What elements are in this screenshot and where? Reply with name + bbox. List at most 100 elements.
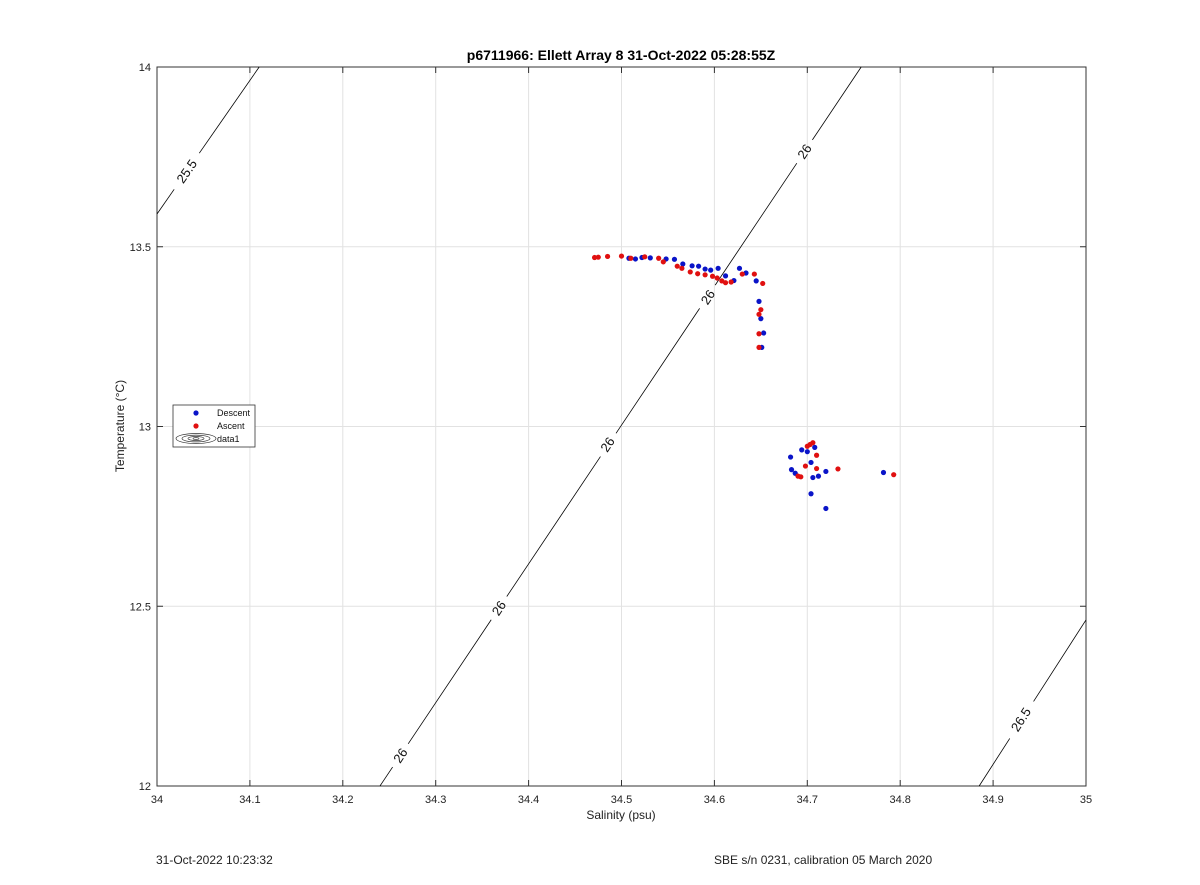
density-contour-label: 26 (597, 434, 618, 454)
ascent-point (679, 265, 685, 271)
descent-point (715, 265, 721, 271)
ascent-point (695, 271, 701, 277)
density-contour-label: 26 (698, 287, 719, 307)
x-tick-label: 34.5 (611, 794, 632, 806)
ascent-point (628, 255, 634, 261)
descent-point (756, 298, 762, 304)
descent-point (689, 263, 695, 269)
x-tick-label: 34.7 (797, 794, 818, 806)
x-tick-label: 34.2 (332, 794, 353, 806)
x-tick-label: 34.1 (239, 794, 260, 806)
descent-point (804, 449, 810, 455)
ascent-point (714, 275, 720, 281)
ascent-point (810, 440, 816, 446)
descent-point (708, 267, 714, 273)
descent-point (808, 491, 814, 497)
y-axis-label: Temperature (°C) (113, 380, 127, 472)
descent-point (736, 265, 743, 271)
descent-point (880, 469, 887, 476)
y-tick-label: 13 (139, 422, 151, 434)
x-tick-labels: 34 34.1 34.2 34.3 34.4 34.5 34.6 34.7 34.8 34.9 35 (151, 794, 1092, 806)
descent-point (810, 474, 816, 481)
x-tick-label: 34 (151, 794, 163, 806)
density-contour-line (615, 308, 700, 434)
ascent-point (756, 344, 762, 351)
y-tick-label: 14 (139, 62, 151, 74)
grid-lines (157, 67, 1086, 786)
density-contour-line (978, 738, 1011, 787)
legend-marker-ascent (193, 423, 199, 429)
legend-box (172, 404, 256, 448)
ascent-point (687, 269, 693, 275)
ascent-point (835, 466, 841, 472)
density-contour-label: 26 (794, 141, 815, 161)
x-tick-label: 34.3 (425, 794, 446, 806)
density-contour-line (198, 66, 260, 154)
ascent-point (891, 472, 897, 478)
descent-point (753, 278, 759, 284)
descent-point (761, 330, 767, 336)
y-tick-label: 12 (139, 781, 151, 793)
ascent-point (802, 463, 809, 469)
footer-timestamp: 31-Oct-2022 10:23:32 (156, 853, 273, 867)
ascent-point (813, 452, 820, 458)
density-contour-line (156, 189, 175, 215)
ascent-point (618, 253, 625, 259)
x-axis-label: Salinity (psu) (586, 808, 655, 822)
x-tick-label: 35 (1080, 794, 1092, 806)
plot-border (156, 66, 1087, 787)
legend[interactable]: Descent Ascent data1 (172, 404, 256, 448)
ascent-point (702, 272, 708, 278)
ascent-point (656, 255, 662, 261)
density-contour-line (714, 162, 798, 286)
descent-point (696, 263, 702, 269)
ascent-point (813, 465, 820, 472)
x-tick-label: 34.4 (518, 794, 539, 806)
descent-point (671, 256, 678, 262)
ascent-point (798, 474, 804, 480)
descent-point (808, 459, 814, 466)
ascent-point (758, 307, 764, 313)
ascent-point (604, 253, 611, 260)
descent-point (823, 468, 829, 475)
descent-point (815, 473, 822, 479)
density-contour-line (812, 66, 862, 141)
ascent-point (751, 271, 757, 277)
legend-label-descent: Descent (217, 408, 251, 418)
descent-point (702, 266, 708, 272)
ascent-point (595, 254, 601, 260)
chart-title: p6711966: Ellett Array 8 31-Oct-2022 05:… (467, 47, 776, 63)
descent-point (680, 261, 686, 267)
ascent-point (739, 271, 745, 277)
y-tick-label: 13.5 (130, 242, 151, 254)
y-tick-label: 12.5 (130, 601, 151, 613)
legend-label-data1: data1 (217, 434, 240, 444)
legend-marker-descent (193, 410, 199, 416)
density-contour-line (379, 766, 393, 787)
descent-point (722, 273, 729, 279)
x-tick-label: 34.9 (982, 794, 1003, 806)
density-contour-line (407, 619, 492, 745)
descent-point (787, 454, 794, 460)
plot-frame (156, 66, 1087, 787)
density-contour-line (1033, 619, 1087, 702)
density-contour-label: 26 (489, 598, 510, 618)
ascent-point (642, 254, 648, 260)
descent-point (823, 505, 829, 512)
ascent-point (756, 331, 762, 337)
descent-point (812, 444, 818, 450)
density-contour-line (506, 456, 601, 597)
descent-point (788, 467, 795, 473)
descent-point (647, 255, 653, 261)
legend-contour-icon (175, 433, 217, 444)
footer-calibration: SBE s/n 0231, calibration 05 March 2020 (714, 853, 933, 867)
ascent-point (728, 279, 734, 285)
ascent-point (674, 263, 680, 269)
ascent-point (760, 280, 766, 287)
descent-point (799, 447, 805, 453)
ascent-point (756, 311, 762, 317)
legend-label-ascent: Ascent (217, 421, 245, 431)
descent-point (758, 316, 764, 322)
ascent-point (660, 259, 666, 265)
